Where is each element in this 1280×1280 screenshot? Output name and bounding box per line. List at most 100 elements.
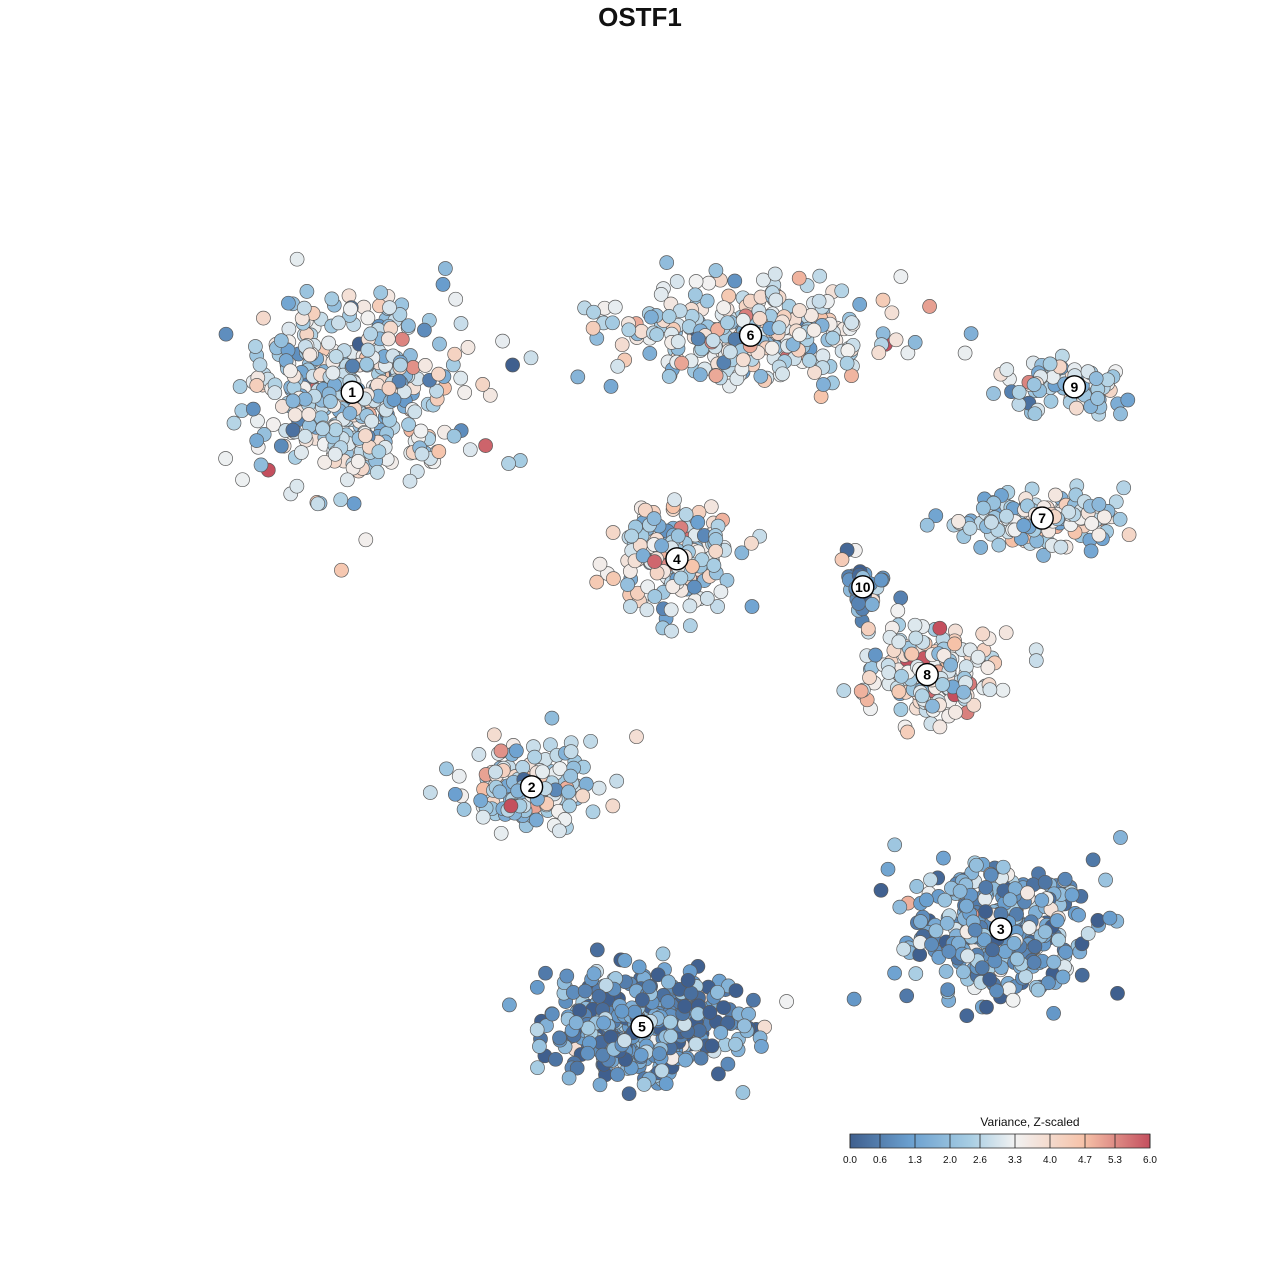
cell-point — [982, 682, 998, 698]
cell-point — [563, 768, 579, 784]
cell-point — [1108, 494, 1124, 510]
cell-point — [919, 892, 934, 908]
cell-point — [708, 368, 724, 383]
cell-point — [439, 761, 454, 777]
cell-point — [381, 331, 396, 347]
cell-point — [692, 367, 708, 383]
cell-point — [503, 798, 519, 814]
cluster-label: 3 — [997, 921, 1005, 937]
cell-point — [647, 554, 662, 569]
cell-point — [661, 369, 677, 384]
cell-point — [407, 404, 423, 420]
cell-point — [924, 937, 939, 952]
cell-point — [928, 923, 944, 939]
cell-point — [812, 268, 828, 284]
cell-point — [438, 261, 453, 276]
cell-point — [891, 634, 907, 650]
cell-point — [218, 451, 233, 466]
cell-point — [1057, 871, 1073, 887]
cell-point — [360, 342, 376, 358]
cell-point — [502, 997, 517, 1013]
cell-point — [701, 275, 717, 291]
cell-point — [914, 688, 930, 704]
cell-point — [888, 332, 904, 348]
cell-point — [978, 880, 994, 895]
cell-point — [896, 941, 912, 957]
cell-point — [607, 299, 623, 315]
cell-point — [713, 1025, 729, 1040]
cell-point — [653, 287, 669, 302]
cell-point — [1006, 935, 1022, 951]
cluster-label-badge — [1062, 375, 1087, 399]
cell-point — [959, 898, 974, 914]
color-legend: Variance, Z-scaled 0.0 0.6 1.3 2.0 2.6 3.3 4.0… — [843, 1115, 1157, 1166]
cell-point — [1053, 539, 1069, 555]
cell-point — [568, 1015, 584, 1031]
cell-point — [266, 417, 281, 432]
cell-point — [623, 599, 638, 614]
cell-point — [720, 315, 735, 331]
cell-point — [649, 327, 665, 342]
cell-point — [688, 1036, 704, 1052]
cell-point — [1020, 885, 1035, 901]
cell-point — [289, 251, 305, 267]
cell-point — [1084, 516, 1100, 531]
cell-point — [654, 1063, 670, 1079]
cell-point — [887, 837, 903, 853]
cell-point — [1018, 969, 1033, 984]
cell-point — [991, 537, 1007, 553]
cell-point — [702, 1005, 718, 1020]
cell-point — [345, 358, 360, 374]
cell-point — [846, 991, 862, 1007]
cell-point — [995, 682, 1011, 698]
cell-point — [324, 291, 340, 307]
cell-point — [925, 698, 940, 714]
cell-point — [979, 999, 994, 1015]
cell-point — [947, 636, 962, 652]
cell-point — [891, 684, 907, 699]
cell-point — [1120, 392, 1136, 408]
cluster-label-badge — [851, 575, 875, 599]
cell-point — [864, 597, 880, 612]
cell-point — [253, 457, 269, 473]
cell-point — [973, 540, 989, 555]
legend-tick-label: 5.3 — [1108, 1155, 1122, 1166]
cell-point — [363, 326, 378, 342]
cell-point — [391, 373, 407, 389]
cell-point — [1037, 924, 1053, 940]
cell-point — [1051, 932, 1066, 948]
cell-point — [779, 994, 794, 1009]
cell-point — [983, 867, 999, 883]
cell-point — [431, 366, 446, 382]
cell-point — [614, 1003, 630, 1019]
cell-point — [1069, 400, 1084, 416]
cell-point — [401, 318, 416, 334]
cell-point — [922, 299, 937, 314]
cell-point — [669, 274, 685, 289]
cell-point — [610, 1067, 625, 1082]
cell-point — [678, 1052, 693, 1068]
cell-point — [235, 472, 250, 488]
cell-point — [585, 320, 601, 336]
cell-point — [431, 444, 447, 459]
cell-point — [716, 355, 732, 371]
cell-point — [951, 514, 966, 529]
cell-point — [690, 514, 706, 530]
cell-point — [957, 345, 973, 361]
cell-point — [652, 1046, 667, 1061]
cell-point — [1036, 548, 1051, 563]
cell-point — [658, 1076, 674, 1092]
cell-point — [621, 322, 637, 338]
cluster-label-badge — [738, 323, 763, 347]
cell-point — [840, 343, 856, 358]
cell-point — [478, 438, 493, 453]
cell-point — [1090, 913, 1106, 928]
cell-point — [317, 454, 333, 470]
cell-point — [1080, 926, 1096, 941]
cell-point — [1011, 384, 1027, 400]
cell-point — [970, 649, 986, 665]
cell-point — [575, 788, 591, 804]
cell-point — [1110, 985, 1125, 1001]
cell-point — [673, 570, 689, 586]
